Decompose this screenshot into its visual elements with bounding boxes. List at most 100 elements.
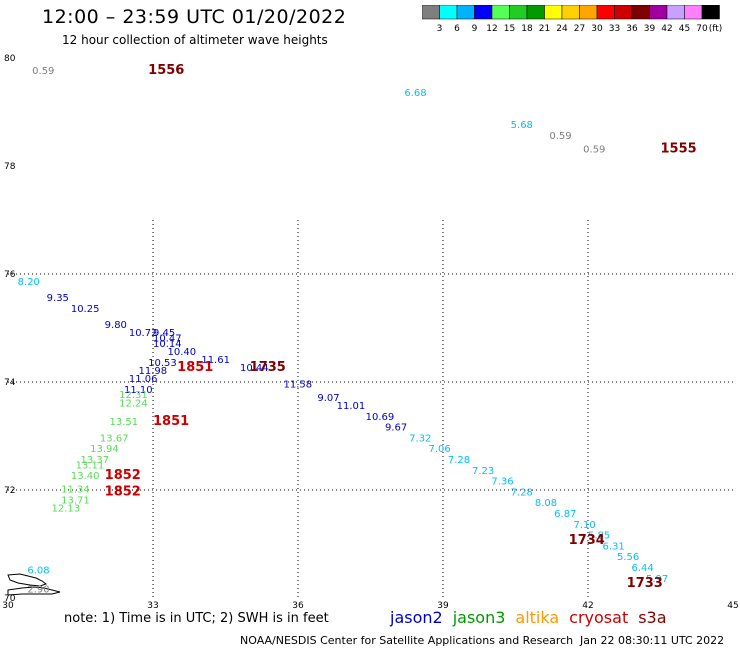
- pass-time-label: 1852: [105, 468, 141, 483]
- wave-height-label: 6.44: [632, 563, 654, 574]
- wave-height-label: 13.94: [90, 444, 119, 455]
- colorbar-tick: 6: [454, 24, 460, 34]
- wave-height-label: 5.68: [511, 120, 533, 131]
- wave-height-label: 12.31: [119, 390, 148, 401]
- footer-credit: NOAA/NESDIS Center for Satellite Applica…: [240, 634, 574, 647]
- colorbar-tick: 12: [486, 24, 497, 34]
- wave-height-label: 13.37: [81, 455, 110, 466]
- wave-height-colorbar: 3 6 9 12 15 18 21 24 27 30 33 36 39 42 45 70 (ft): [422, 5, 723, 34]
- wave-height-label: 7.28: [448, 455, 470, 466]
- pass-time-label: 1851: [153, 414, 189, 429]
- colorbar-tick: 9: [472, 24, 478, 34]
- wave-height-label: 9.80: [105, 320, 127, 331]
- colorbar-tick: 30: [591, 24, 603, 34]
- wave-height-label: 9.35: [47, 293, 69, 304]
- pass-time-label: 1734: [569, 533, 605, 548]
- wave-height-label: 10.25: [71, 304, 100, 315]
- wave-height-label: 11.61: [201, 355, 230, 366]
- wave-height-label: 10.47: [153, 334, 182, 345]
- wave-height-label: 5.97: [646, 574, 668, 585]
- pass-time-label: 1735: [250, 360, 286, 375]
- wave-height-label: 9.07: [317, 393, 339, 404]
- pass-time-label: 1852: [105, 484, 141, 499]
- wave-height-label: 2.90: [27, 585, 49, 596]
- wave-height-label: 5.56: [617, 552, 639, 563]
- x-tick-label: 39: [437, 601, 449, 611]
- wave-height-label: 11.10: [124, 385, 153, 396]
- wave-height-label: 10.44: [240, 363, 269, 374]
- legend-s3a: s3a: [638, 608, 667, 627]
- pass-time-label: 1555: [661, 142, 697, 157]
- wave-height-label: 7.28: [511, 487, 533, 498]
- wave-height-label: 6.08: [27, 566, 49, 577]
- wave-height-label: 13.11: [76, 460, 105, 471]
- wave-height-label: 13.51: [110, 417, 139, 428]
- legend-altika: altika: [515, 608, 560, 627]
- wave-height-label: 10.72: [129, 328, 158, 339]
- satellite-legend: jason2 jason3 altika cryosat s3a: [390, 608, 677, 627]
- wave-height-label: 11.06: [129, 374, 158, 385]
- wave-height-label: 11.98: [139, 366, 168, 377]
- wave-height-label: 7.06: [429, 444, 451, 455]
- colorbar-tick: 70: [696, 24, 708, 34]
- coastline: [7, 573, 61, 596]
- colorbar-tick: 21: [539, 24, 550, 34]
- wave-height-label: 13.71: [61, 496, 90, 507]
- colorbar-tick: 36: [626, 24, 638, 34]
- map-title: 12:00 – 23:59 UTC 01/20/2022: [42, 6, 347, 28]
- axis-labels: 30 33 36 39 42 45 70 72 74 76 78 80: [2, 54, 738, 611]
- colorbar-tick: 24: [556, 24, 568, 34]
- colorbar-tick: 45: [679, 24, 690, 34]
- pass-time-label: 1556: [148, 63, 184, 78]
- y-tick-label: 70: [4, 594, 16, 604]
- colorbar-tick: 15: [504, 24, 515, 34]
- wave-height-label: 8.20: [18, 277, 40, 288]
- wave-height-label: 11.58: [284, 379, 313, 390]
- colorbar-swatch: [701, 5, 720, 20]
- wave-height-label: 12.13: [52, 504, 81, 515]
- wave-height-label: 6.68: [404, 88, 426, 99]
- colorbar-tick: 27: [574, 24, 585, 34]
- wave-height-label: 12.24: [119, 398, 148, 409]
- wave-height-label: 7.10: [574, 520, 596, 531]
- observations-layer: 0.596.685.680.590.598.209.3510.259.8010.…: [18, 66, 669, 595]
- wave-height-label: 0.59: [32, 66, 54, 77]
- wave-height-label: 0.59: [583, 145, 605, 156]
- y-tick-label: 80: [4, 54, 16, 64]
- pass-time-label: 1851: [177, 360, 213, 375]
- map-subtitle: 12 hour collection of altimeter wave hei…: [62, 33, 328, 47]
- wave-height-label: 6.31: [603, 541, 625, 552]
- wave-height-label: 10.14: [153, 339, 182, 350]
- y-tick-label: 76: [4, 270, 16, 280]
- wave-height-label: 13.40: [71, 471, 100, 482]
- wave-height-label: 7.23: [472, 466, 494, 477]
- y-tick-label: 78: [4, 162, 16, 172]
- colorbar-tick: 39: [644, 24, 656, 34]
- wave-height-label: 8.08: [535, 498, 557, 509]
- colorbar-tick: 42: [661, 24, 672, 34]
- x-tick-label: 42: [582, 601, 593, 611]
- colorbar-unit: (ft): [709, 24, 723, 34]
- legend-jason2: jason2: [390, 608, 443, 627]
- wave-height-label: 10.40: [168, 347, 197, 358]
- wave-height-label: 7.36: [491, 477, 513, 488]
- wave-height-label: 5.85: [588, 531, 610, 542]
- wave-height-label: 11.01: [337, 401, 366, 412]
- wave-height-label: 10.69: [366, 412, 395, 423]
- wave-height-label: 11.34: [61, 485, 90, 496]
- wave-height-label: 6.87: [554, 509, 576, 520]
- colorbar-tick: 33: [609, 24, 620, 34]
- x-tick-label: 30: [2, 601, 14, 611]
- wave-height-label: 9.45: [153, 328, 175, 339]
- wave-height-label: 9.67: [385, 423, 407, 434]
- wave-height-label: 13.67: [100, 433, 129, 444]
- wave-height-label: 7.32: [409, 433, 431, 444]
- x-tick-label: 33: [147, 601, 158, 611]
- colorbar-tick: 18: [521, 24, 533, 34]
- x-tick-label: 45: [727, 601, 738, 611]
- wave-height-label: 0.59: [549, 131, 571, 142]
- legend-jason3: jason3: [452, 608, 506, 627]
- y-tick-label: 74: [4, 378, 16, 388]
